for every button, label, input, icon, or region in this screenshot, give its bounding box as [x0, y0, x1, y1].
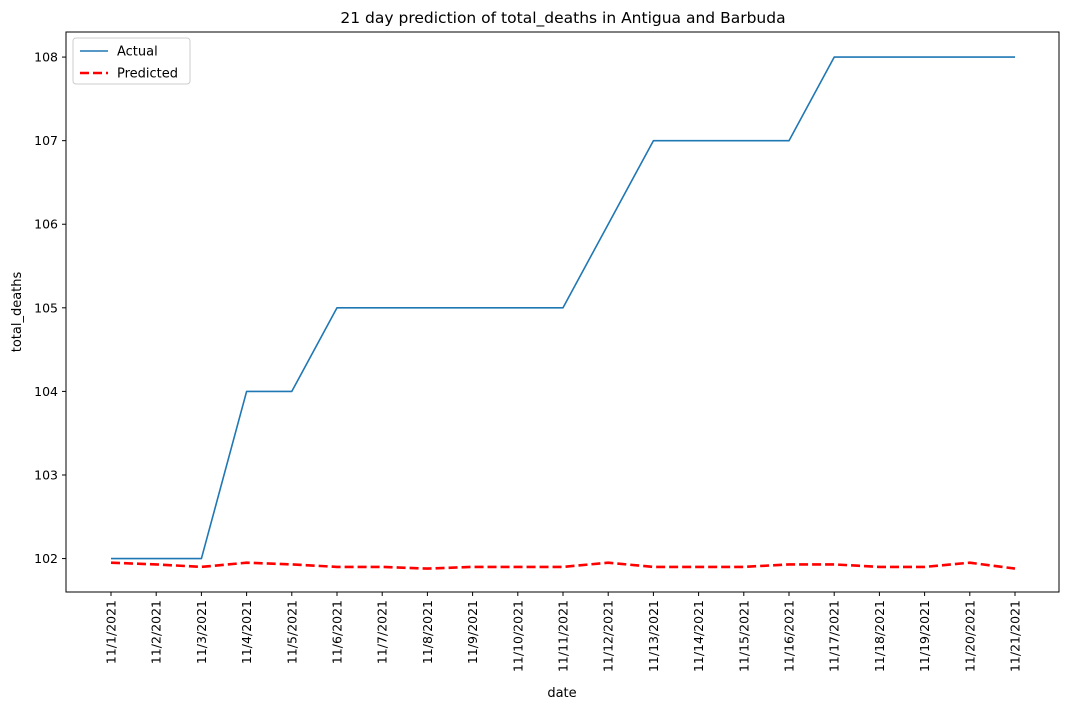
x-tick-label: 11/15/2021	[736, 600, 751, 672]
x-tick-label: 11/16/2021	[782, 600, 797, 672]
x-tick-label: 11/14/2021	[691, 600, 706, 672]
x-tick-label: 11/18/2021	[872, 600, 887, 672]
y-tick-label: 107	[34, 133, 58, 148]
y-tick-label: 104	[34, 384, 58, 399]
x-tick-label: 11/3/2021	[194, 600, 209, 664]
x-tick-label: 11/5/2021	[284, 600, 299, 664]
x-tick-label: 11/12/2021	[601, 600, 616, 672]
y-tick-label: 103	[34, 467, 58, 482]
x-tick-label: 11/17/2021	[827, 600, 842, 672]
y-axis: 102 103 104 105 106 107 108	[34, 50, 66, 566]
x-tick-label: 11/19/2021	[917, 600, 932, 672]
x-axis: 11/1/2021 11/2/2021 11/3/2021 11/4/2021 11/5…	[104, 592, 1023, 672]
plot-area	[65, 31, 1060, 593]
series-line-predicted	[110, 561, 1016, 570]
series-layer	[110, 56, 1016, 570]
x-tick-label: 11/9/2021	[465, 600, 480, 664]
x-axis-title: date	[547, 686, 576, 701]
y-tick-label: 108	[34, 50, 58, 65]
legend-label-actual: Actual	[117, 45, 158, 60]
legend: Actual Predicted	[72, 37, 191, 85]
x-tick-label: 11/10/2021	[510, 600, 525, 672]
y-tick-label: 102	[34, 551, 58, 566]
x-tick-label: 11/2/2021	[149, 600, 164, 664]
legend-frame	[72, 37, 191, 85]
x-tick-label: 11/13/2021	[646, 600, 661, 672]
x-tick-label: 11/20/2021	[962, 600, 977, 672]
x-tick-label: 11/11/2021	[556, 600, 571, 672]
legend-label-predicted: Predicted	[117, 67, 178, 82]
y-tick-label: 105	[34, 300, 58, 315]
x-tick-label: 11/1/2021	[104, 600, 119, 664]
y-tick-label: 106	[34, 217, 58, 232]
chart-title: 21 day prediction of total_deaths in Ant…	[340, 9, 785, 28]
x-tick-label: 11/21/2021	[1008, 600, 1023, 672]
x-tick-label: 11/7/2021	[375, 600, 390, 664]
x-tick-label: 11/4/2021	[239, 600, 254, 664]
x-tick-label: 11/6/2021	[330, 600, 345, 664]
x-tick-label: 11/8/2021	[420, 600, 435, 664]
y-axis-title: total_deaths	[10, 272, 25, 353]
series-line-actual	[111, 56, 1015, 560]
